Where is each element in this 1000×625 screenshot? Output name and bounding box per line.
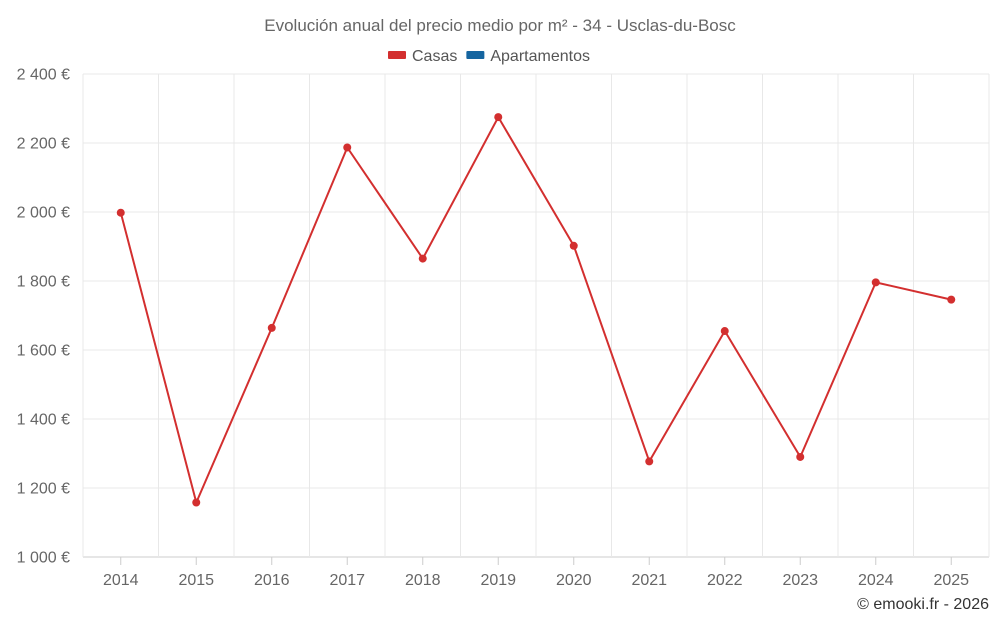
legend-label: Casas <box>412 48 457 65</box>
series-line-0 <box>119 116 952 504</box>
data-point[interactable] <box>569 241 578 250</box>
x-tick-label: 2020 <box>556 572 592 589</box>
data-point[interactable] <box>947 295 956 304</box>
data-point[interactable] <box>720 327 729 336</box>
y-tick-label: 1 400 € <box>17 412 70 429</box>
data-point[interactable] <box>796 452 805 461</box>
grid-lines <box>82 73 990 558</box>
data-point[interactable] <box>116 208 125 217</box>
y-tick-label: 2 000 € <box>17 205 70 222</box>
y-tick-label: 1 800 € <box>17 274 70 291</box>
legend-label: Apartamentos <box>490 48 590 65</box>
x-tick-label: 2022 <box>707 572 743 589</box>
credit-text: © emooki.fr - 2026 <box>857 596 989 613</box>
x-tick-label: 2024 <box>858 572 894 589</box>
y-axis-ticks: 1 000 € 1 200 € 1 400 € 1 600 € 1 800 € 2 000… <box>17 67 70 567</box>
y-tick-label: 1 000 € <box>17 550 70 567</box>
x-tick-label: 2023 <box>782 572 818 589</box>
legend-item-1[interactable]: Apartamentos <box>466 48 590 65</box>
y-tick-label: 2 400 € <box>17 67 70 84</box>
legend-swatch <box>388 51 406 59</box>
x-tick-label: 2014 <box>103 572 139 589</box>
series-layer <box>116 113 956 507</box>
y-tick-label: 1 200 € <box>17 481 70 498</box>
x-tick-label: 2025 <box>933 572 969 589</box>
data-point[interactable] <box>418 254 427 263</box>
legend-swatch <box>466 51 485 59</box>
data-point[interactable] <box>267 323 276 332</box>
x-tick-label: 2016 <box>254 572 290 589</box>
data-point[interactable] <box>343 143 352 152</box>
x-tick-label: 2021 <box>631 572 667 589</box>
legend-item-0[interactable]: Casas <box>388 48 457 65</box>
x-tick-label: 2019 <box>480 572 516 589</box>
x-tick-label: 2015 <box>178 572 214 589</box>
y-tick-label: 1 600 € <box>17 343 70 360</box>
data-point[interactable] <box>494 113 503 122</box>
y-tick-label: 2 200 € <box>17 136 70 153</box>
chart-title: Evolución anual del precio medio por m² … <box>264 16 736 35</box>
legend[interactable]: Casas Apartamentos <box>388 48 590 65</box>
x-tick-label: 2018 <box>405 572 441 589</box>
data-point[interactable] <box>645 457 654 466</box>
x-tick-label: 2017 <box>329 572 365 589</box>
x-axis-ticks: 2014 2015 2016 2017 2018 2019 2020 2021 2022 2023… <box>103 557 969 589</box>
data-point[interactable] <box>192 498 201 507</box>
data-point[interactable] <box>871 278 880 287</box>
